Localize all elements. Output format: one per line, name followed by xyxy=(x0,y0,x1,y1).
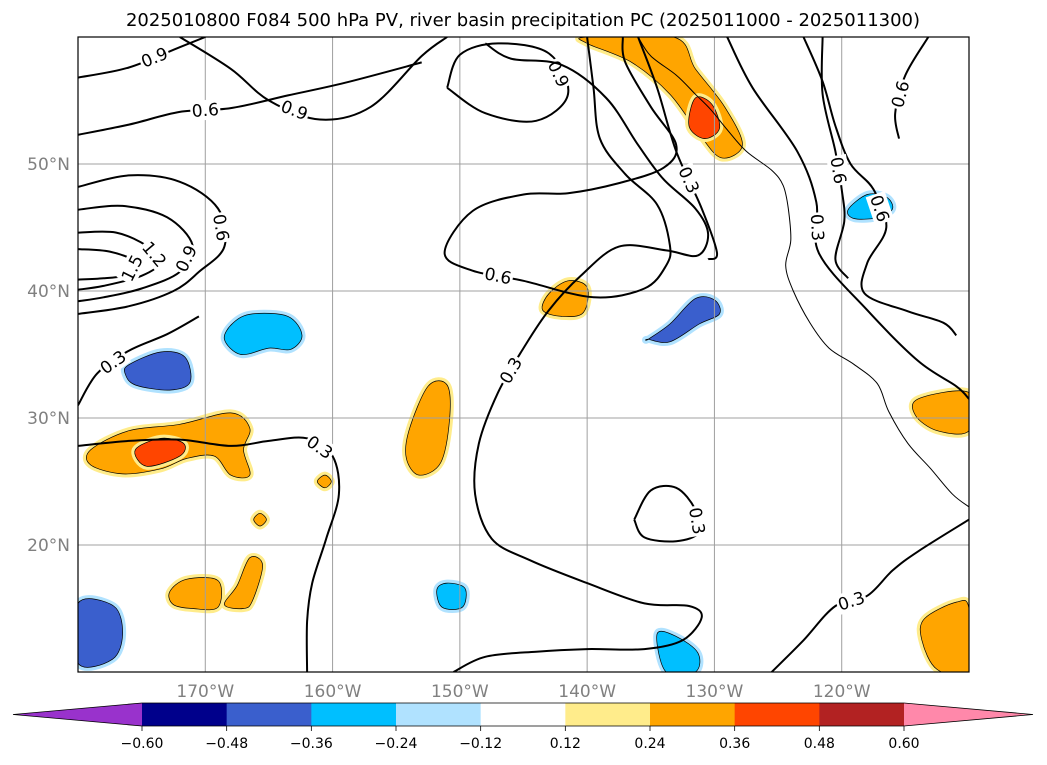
colorbar-tick-label: −0.60 xyxy=(121,736,164,752)
gridlines xyxy=(78,37,969,672)
precip-region xyxy=(911,390,969,435)
colorbar-tick-label: 0.60 xyxy=(888,736,919,752)
map-area: 0.90.90.60.90.60.30.60.91.21.50.30.30.30… xyxy=(78,37,969,672)
pv-contour-label-mask xyxy=(481,263,515,289)
precip-region xyxy=(436,582,467,610)
lat-tick-label: 40°N xyxy=(27,282,70,302)
colorbar-segment xyxy=(480,703,566,726)
precip-region xyxy=(78,598,123,668)
pv-contour-label: 0.3 xyxy=(806,214,827,242)
coastline xyxy=(637,37,969,508)
pv-contour-label: 0.6 xyxy=(191,100,219,122)
lat-tick-label: 20°N xyxy=(27,536,70,556)
pv-contour-label-mask xyxy=(94,345,132,379)
pv-contour-label-mask xyxy=(136,42,173,73)
colorbar-segment xyxy=(734,703,820,726)
precip-region xyxy=(168,577,222,611)
colorbar-tick-label: −0.12 xyxy=(459,736,502,752)
lon-tick-label: 140°W xyxy=(558,682,616,702)
axis-tick-labels: 170°W 160°W 150°W 140°W 130°W 120°W 20°N 30°N 40… xyxy=(27,155,871,702)
lon-tick-label: 160°W xyxy=(304,682,362,702)
colorbar-segment xyxy=(650,703,736,726)
pv-contour-label-mask xyxy=(865,191,895,226)
pv-contour-label-mask xyxy=(684,504,710,538)
lat-tick-label: 50°N xyxy=(27,155,70,175)
pv-contour-label-group: 0.6 xyxy=(208,211,234,244)
pv-contour-line xyxy=(179,37,448,121)
colorbar-segment xyxy=(565,703,651,726)
colorbar-tick-label: 0.24 xyxy=(634,736,665,752)
colorbar-segment xyxy=(142,703,228,726)
pv-contour-line xyxy=(453,42,710,672)
pv-contour-line xyxy=(78,315,200,406)
map-frame xyxy=(77,36,970,673)
precip-region xyxy=(224,556,263,610)
pv-contour-line xyxy=(802,37,958,337)
colorbar-tick-label: −0.36 xyxy=(290,736,333,752)
precip-region xyxy=(405,380,451,476)
pv-contour-label-mask xyxy=(301,430,338,464)
pv-contour-label-group: 0.6 xyxy=(481,263,515,289)
colorbar: −0.60 −0.48 −0.36 −0.24 −0.12 0.12 0.24 0.36 0.4… xyxy=(12,702,1034,752)
pv-contour-label: 0.6 xyxy=(208,213,232,243)
precip-region xyxy=(123,351,192,391)
precip-region xyxy=(645,296,721,343)
pv-contour-label-mask xyxy=(806,212,829,243)
pv-contour-line xyxy=(726,37,969,400)
precip-region xyxy=(656,630,701,672)
pv-contour-label-mask xyxy=(208,211,234,244)
precip-region xyxy=(919,600,969,672)
precip-region xyxy=(316,474,332,489)
pv-contour-label: 0.3 xyxy=(684,506,708,536)
pv-contour-line xyxy=(78,174,227,315)
pv-contour-line xyxy=(78,61,422,136)
colorbar-extend-low xyxy=(13,703,142,726)
colorbar-segment xyxy=(396,703,482,726)
pv-contour-label-mask xyxy=(886,77,914,112)
colorbar-tick-label: 0.36 xyxy=(719,736,750,752)
map-background xyxy=(78,37,969,672)
pv-contour-label-mask xyxy=(833,586,869,615)
precip-region xyxy=(253,512,267,527)
pv-contour-label-group: 0.3 xyxy=(806,212,829,243)
pv-contour-label-mask xyxy=(826,153,851,187)
pv-contour-label: 0.6 xyxy=(825,156,849,186)
pv-contour-line xyxy=(820,37,849,279)
colorbar-tick-label: 0.48 xyxy=(804,736,835,752)
lat-tick-label: 30°N xyxy=(27,409,70,429)
pv-contour-label-mask xyxy=(137,236,172,273)
precip-region xyxy=(223,312,303,356)
pv-contour-label-mask xyxy=(673,162,705,198)
pv-contour-label-mask xyxy=(494,352,527,389)
colorbar-tick-label: −0.48 xyxy=(205,736,248,752)
pv-contour-label-mask xyxy=(276,95,312,125)
pv-contour-label-mask xyxy=(189,98,222,122)
colorbar-segment xyxy=(819,703,905,726)
colorbar-tick-label: 0.12 xyxy=(550,736,581,752)
pv-contour-line xyxy=(770,518,969,672)
lon-tick-label: 150°W xyxy=(431,682,489,702)
pv-contour-label-mask xyxy=(170,240,202,277)
precipitation-layer xyxy=(78,37,969,672)
precip-region xyxy=(688,96,721,139)
lon-tick-label: 120°W xyxy=(813,682,871,702)
coastline-layer xyxy=(637,37,969,508)
chart-title: 2025010800 F084 500 hPa PV, river basin … xyxy=(126,10,920,31)
colorbar-tick-label: −0.24 xyxy=(375,736,418,752)
pv-contour-label-mask xyxy=(543,55,574,92)
pv-contour-layer: 0.90.90.60.90.60.30.60.91.21.50.30.30.30… xyxy=(78,37,969,672)
pv-contour-label-group: 0.3 xyxy=(684,504,710,538)
pv-contour-label-mask xyxy=(116,250,148,286)
pv-contour-label-group: 0.6 xyxy=(825,153,851,187)
colorbar-extend-high xyxy=(904,703,1033,726)
lon-tick-label: 130°W xyxy=(686,682,744,702)
colorbar-segment xyxy=(226,703,312,726)
lon-tick-label: 170°W xyxy=(176,682,234,702)
colorbar-segment xyxy=(311,703,397,726)
pv-contour-label-group: 0.6 xyxy=(189,98,222,122)
